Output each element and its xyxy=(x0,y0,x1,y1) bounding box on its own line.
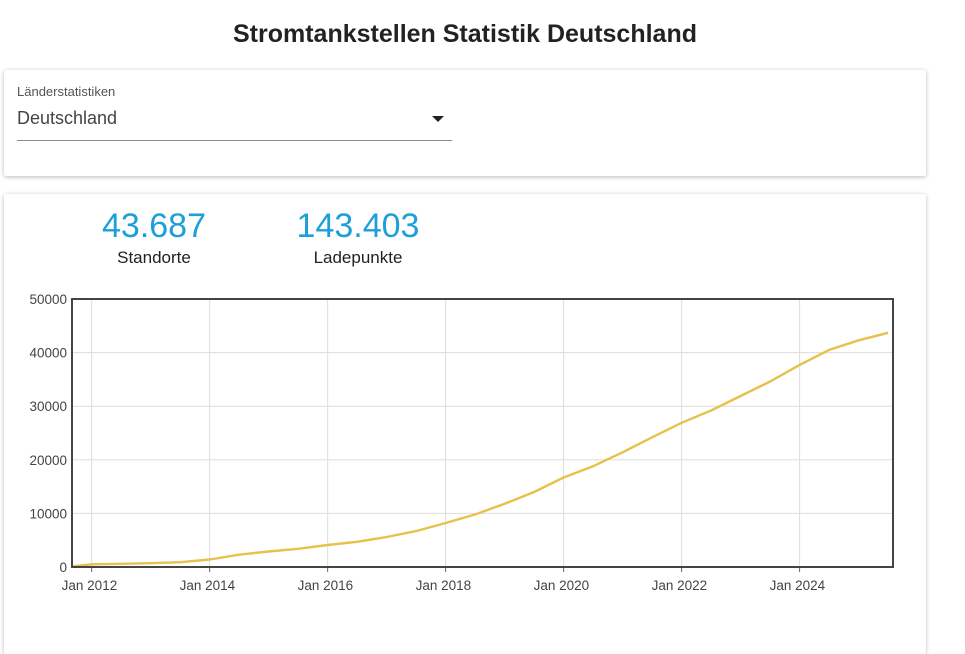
x-tick-label: Jan 2022 xyxy=(652,578,708,593)
x-tick-label: Jan 2014 xyxy=(180,578,236,593)
stat-standorte-value: 43.687 xyxy=(102,207,206,245)
y-tick-label: 10000 xyxy=(29,506,67,521)
statistics-card: 43.687 Ladepunkte Standorte 143.403 Lade… xyxy=(4,194,926,654)
x-tick-label: Jan 2020 xyxy=(534,578,590,593)
x-tick-label: Jan 2024 xyxy=(770,578,826,593)
stat-ladepunkte-caption: Ladepunkte xyxy=(313,248,403,267)
series-line xyxy=(71,331,889,568)
y-tick-label: 20000 xyxy=(29,453,67,468)
y-tick-label: 0 xyxy=(59,560,67,575)
country-select-value: Deutschland xyxy=(17,108,118,128)
plot-frame xyxy=(71,298,894,568)
stat-ladepunkte-value: 143.403 xyxy=(296,207,420,245)
x-tick-label: Jan 2016 xyxy=(298,578,354,593)
x-tick-label: Jan 2012 xyxy=(62,578,118,593)
dropdown-arrow-icon[interactable] xyxy=(432,116,444,122)
stat-ladepunkte: 143.403 Ladepunkte xyxy=(258,206,458,268)
y-tick-label: 40000 xyxy=(29,346,67,361)
country-select[interactable]: Deutschland xyxy=(17,104,452,141)
y-tick-label: 30000 xyxy=(29,399,67,414)
country-select-label: Länderstatistiken xyxy=(17,84,116,99)
page-title: Stromtankstellen Statistik Deutschland xyxy=(232,20,697,48)
x-tick-label: Jan 2018 xyxy=(416,578,472,593)
line-chart: 0 10000 20000 30000 40000 50000 Jan 2012 Jan 20… xyxy=(29,292,894,593)
stat-standorte-caption: Standorte xyxy=(117,248,191,267)
country-select-card: Länderstatistiken Deutschland xyxy=(4,70,926,176)
y-tick-label: 50000 xyxy=(29,292,67,307)
stat-standorte: 43.687 Ladepunkte Standorte xyxy=(54,206,254,268)
